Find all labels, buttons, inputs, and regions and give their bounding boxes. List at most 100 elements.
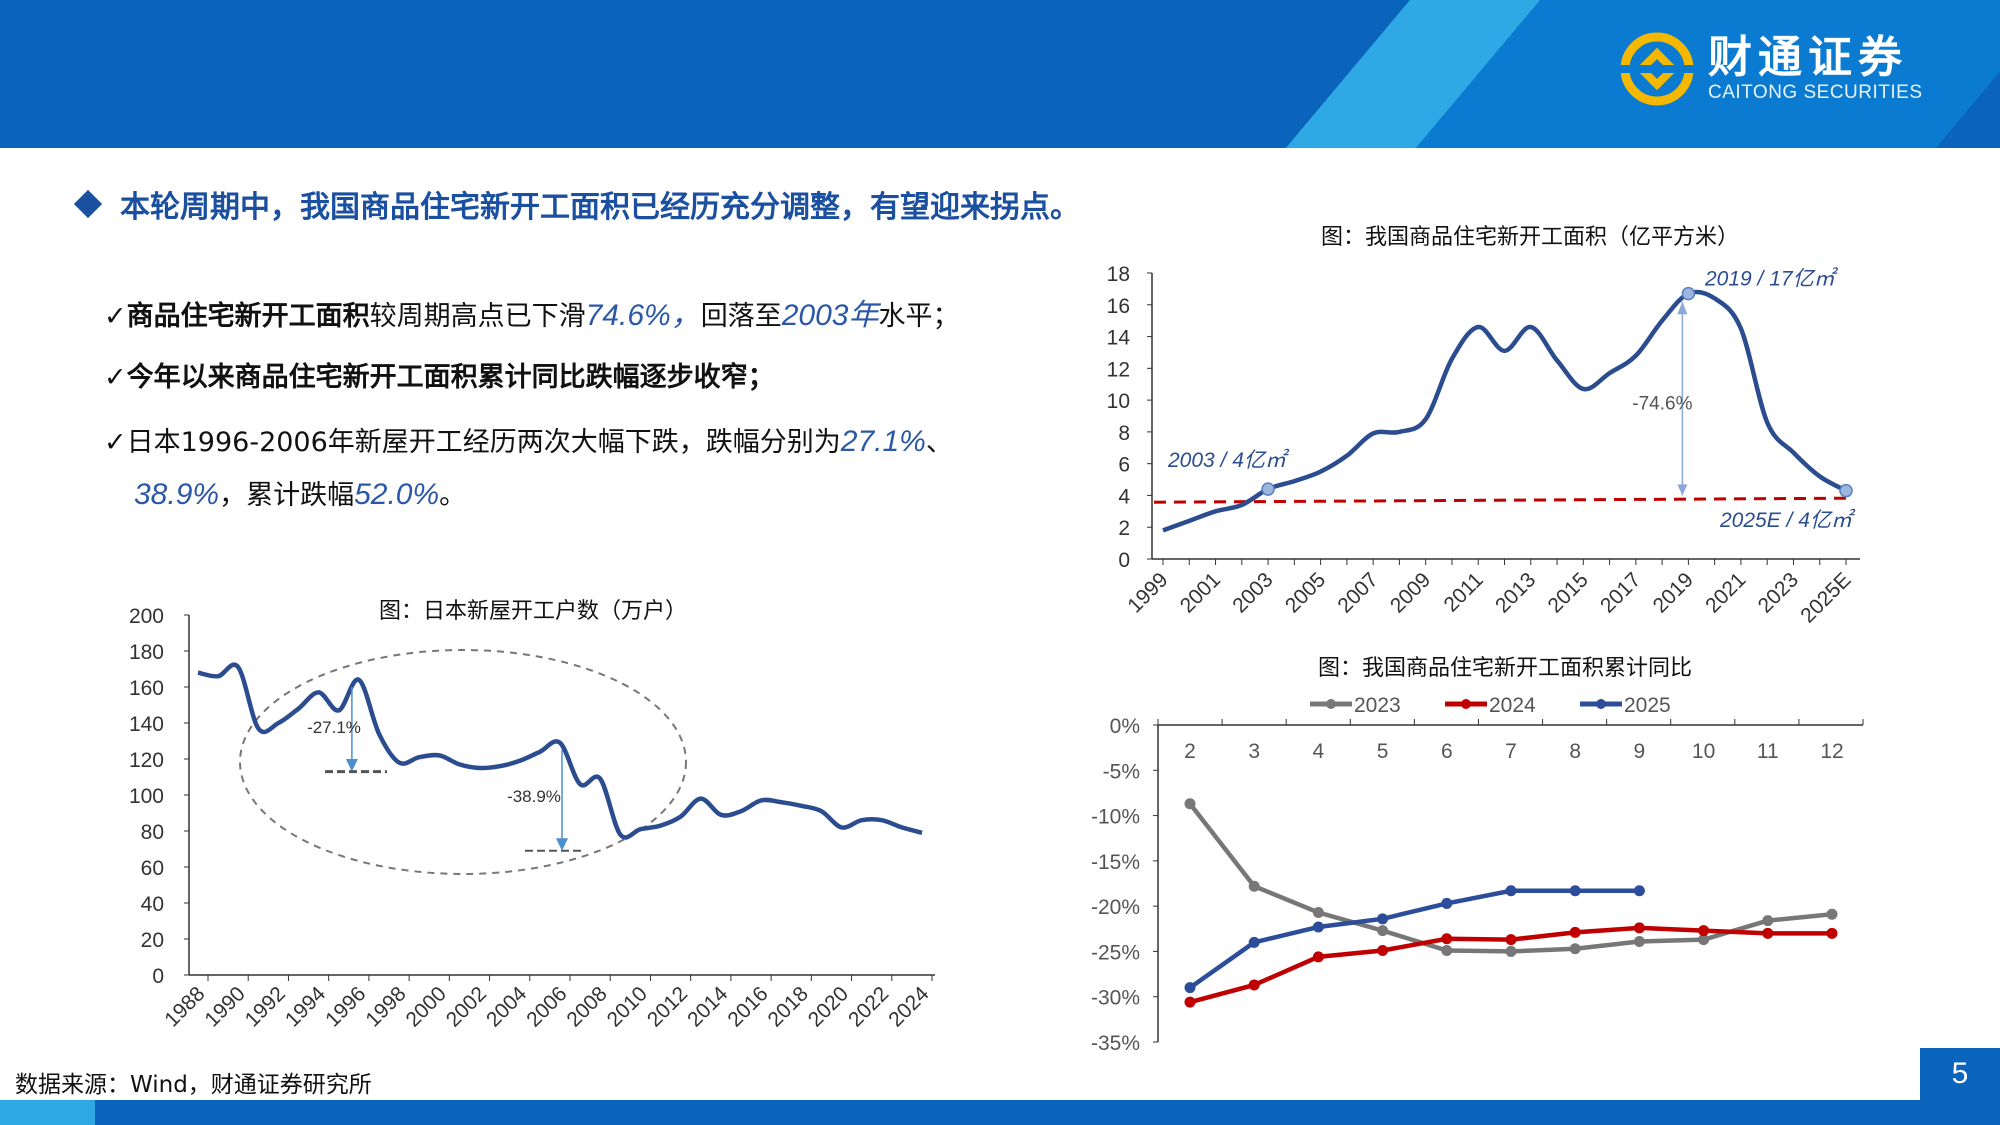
bullet-text: 日本1996-2006年新屋开工经历两次大幅下跌，跌幅分别为 bbox=[126, 427, 841, 458]
y-tick-label: 8 bbox=[1118, 422, 1130, 445]
x-tick-label: 2014 bbox=[683, 982, 733, 1032]
y-tick-label: -20% bbox=[1091, 896, 1140, 919]
y-tick-label: 160 bbox=[129, 677, 164, 700]
page-number: 5 bbox=[1920, 1048, 2000, 1100]
x-tick-label: 2015 bbox=[1544, 568, 1593, 617]
headline: 本轮周期中，我国商品住宅新开工面积已经历充分调整，有望迎来拐点。 bbox=[73, 182, 1080, 226]
y-tick-label: 60 bbox=[141, 857, 164, 880]
legend-label: 2023 bbox=[1354, 694, 1401, 717]
y-tick-label: -15% bbox=[1091, 851, 1140, 874]
annotation-2003: 2003 / 4亿㎡ bbox=[1167, 448, 1290, 472]
data-source: 数据来源：Wind，财通证券研究所 bbox=[15, 1072, 372, 1098]
y-tick-label: 100 bbox=[129, 785, 164, 808]
x-tick-label: 11 bbox=[1757, 740, 1779, 763]
highlight: 52.0% bbox=[354, 478, 440, 511]
x-tick-label: 2018 bbox=[764, 982, 813, 1031]
y-tick-label: 180 bbox=[129, 641, 164, 664]
x-tick-label: 10 bbox=[1692, 740, 1715, 763]
highlight: 2003年 bbox=[781, 299, 879, 332]
y-tick-label: 0 bbox=[1118, 549, 1130, 572]
y-tick-label: 2 bbox=[1118, 517, 1130, 540]
bullet-3-continued: 38.9%，累计跌幅52.0%。 bbox=[134, 473, 466, 512]
y-tick-label: 140 bbox=[129, 713, 164, 736]
x-tick-label: 2017 bbox=[1596, 568, 1645, 617]
x-tick-label: 2 bbox=[1184, 740, 1196, 763]
x-tick-label: 2011 bbox=[1440, 568, 1488, 616]
x-tick-label: 2025E bbox=[1796, 568, 1855, 627]
x-tick-label: 2020 bbox=[804, 982, 853, 1031]
data-point-2024 bbox=[1569, 926, 1581, 938]
bullet-text: 回落至 bbox=[700, 301, 782, 332]
x-tick-label: 2013 bbox=[1491, 568, 1540, 617]
data-point-2023 bbox=[1184, 798, 1196, 810]
data-point-2025 bbox=[1377, 913, 1389, 925]
y-tick-label: -35% bbox=[1091, 1032, 1140, 1055]
x-tick-label: 2002 bbox=[442, 982, 491, 1031]
annotation-2025e: 2025E / 4亿㎡ bbox=[1719, 508, 1856, 532]
bullet-bold: 今年以来商品住宅新开工面积累计同比跌幅逐步收窄； bbox=[126, 362, 775, 393]
data-point-2025 bbox=[1248, 936, 1260, 948]
data-point-2023 bbox=[1312, 906, 1324, 918]
bullet-text: 。 bbox=[439, 480, 467, 511]
x-tick-label: 12 bbox=[1820, 740, 1843, 763]
y-tick-label: -10% bbox=[1091, 806, 1140, 829]
x-tick-label: 8 bbox=[1569, 740, 1581, 763]
data-point-2023 bbox=[1248, 880, 1260, 892]
legend-label: 2024 bbox=[1489, 694, 1536, 717]
chart-title: 图：日本新屋开工户数（万户） bbox=[379, 599, 687, 624]
legend-label: 2025 bbox=[1624, 694, 1671, 717]
data-point-2025 bbox=[1441, 897, 1453, 909]
y-tick-label: 20 bbox=[141, 929, 164, 952]
y-tick-label: 10 bbox=[1107, 390, 1130, 413]
y-tick-label: 4 bbox=[1118, 485, 1130, 508]
data-point-2024 bbox=[1633, 922, 1645, 934]
x-tick-label: 2003 bbox=[1228, 568, 1277, 617]
x-tick-label: 2009 bbox=[1386, 568, 1435, 617]
bullet-bold: 商品住宅新开工面积 bbox=[126, 301, 370, 332]
y-tick-label: 14 bbox=[1107, 327, 1131, 350]
y-tick-label: -30% bbox=[1091, 987, 1140, 1010]
y-tick-label: 120 bbox=[129, 749, 164, 772]
y-tick-label: 200 bbox=[129, 605, 164, 628]
highlight-point bbox=[1839, 483, 1853, 498]
chart-title: 图：我国商品住宅新开工面积累计同比 bbox=[1318, 656, 1692, 681]
data-point-2024 bbox=[1698, 925, 1710, 937]
series-line-2023 bbox=[1188, 802, 1833, 954]
x-tick-label: 2006 bbox=[522, 982, 571, 1031]
arrow-head-1 bbox=[345, 759, 358, 772]
drop-label-1: -27.1% bbox=[307, 718, 361, 737]
data-point-2024 bbox=[1762, 927, 1774, 939]
data-point-2025 bbox=[1184, 982, 1196, 994]
check-icon: ✓ bbox=[104, 301, 127, 332]
highlight: 38.9% bbox=[134, 478, 220, 511]
x-tick-label: 5 bbox=[1377, 740, 1389, 763]
drop-label: -74.6% bbox=[1632, 394, 1692, 415]
logo-chinese-name: 财通证券 bbox=[1708, 32, 1908, 83]
x-tick-label: 4 bbox=[1313, 740, 1325, 763]
annotation-2019: 2019 / 17亿㎡ bbox=[1704, 267, 1839, 291]
check-icon: ✓ bbox=[104, 362, 127, 393]
x-tick-label: 1998 bbox=[361, 982, 410, 1031]
data-point-2023 bbox=[1569, 943, 1581, 955]
headline-text: 本轮周期中，我国商品住宅新开工面积已经历充分调整，有望迎来拐点。 bbox=[120, 190, 1080, 225]
logo-emblem-icon bbox=[1620, 32, 1694, 106]
data-point-2025 bbox=[1505, 885, 1517, 897]
x-tick-label: 3 bbox=[1248, 740, 1260, 763]
y-tick-label: -25% bbox=[1091, 941, 1140, 964]
bullet-text: 水平； bbox=[878, 301, 960, 332]
y-tick-label: 16 bbox=[1107, 295, 1130, 318]
x-tick-label: 2024 bbox=[884, 982, 934, 1032]
legend-marker bbox=[1461, 699, 1471, 709]
company-logo: 财通证券 CAITONG SECURITIES bbox=[1620, 32, 1923, 106]
data-point-2023 bbox=[1826, 908, 1838, 920]
x-tick-label: 1992 bbox=[241, 982, 290, 1031]
x-tick-label: 1990 bbox=[200, 982, 249, 1031]
data-point-2024 bbox=[1248, 979, 1260, 991]
x-tick-label: 2008 bbox=[562, 982, 611, 1031]
bullet-2: ✓今年以来商品住宅新开工面积累计同比跌幅逐步收窄； bbox=[104, 355, 775, 394]
series-line bbox=[197, 662, 923, 840]
data-point-2023 bbox=[1377, 925, 1389, 937]
legend-marker bbox=[1326, 699, 1336, 709]
header-banner: 财通证券 CAITONG SECURITIES bbox=[0, 0, 2000, 148]
